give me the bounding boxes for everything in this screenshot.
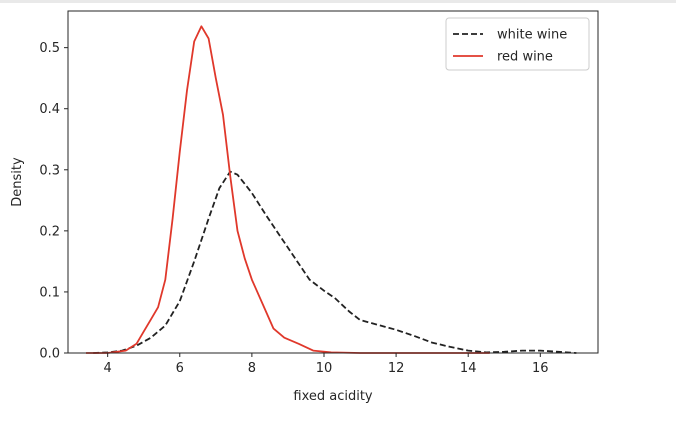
x-tick-label: 16 xyxy=(532,361,549,376)
y-axis: 0.0 0.1 0.2 0.3 0.4 0.5 xyxy=(39,41,68,362)
y-tick-label: 0.1 xyxy=(39,285,60,300)
y-tick-label: 0.4 xyxy=(39,102,60,117)
legend-label: white wine xyxy=(497,28,567,43)
series-line-red-wine xyxy=(86,25,490,354)
legend-box xyxy=(445,17,590,71)
x-tick-label: 10 xyxy=(316,361,333,376)
y-tick-label: 0.5 xyxy=(39,41,60,56)
x-tick-label: 8 xyxy=(248,361,256,376)
x-axis-label: fixed acidity xyxy=(293,389,373,404)
y-tick-label: 0.2 xyxy=(39,224,60,239)
y-tick-label: 0.0 xyxy=(39,347,60,362)
legend-label: red wine xyxy=(497,50,553,65)
legend: white wine red wine xyxy=(445,17,590,71)
y-tick-label: 0.3 xyxy=(39,163,60,178)
x-tick-label: 14 xyxy=(460,361,477,376)
x-tick-label: 6 xyxy=(176,361,184,376)
top-strip xyxy=(0,0,676,3)
plot-area xyxy=(86,25,577,354)
series-line-white-wine xyxy=(93,170,577,354)
x-tick-label: 12 xyxy=(388,361,405,376)
x-tick-label: 4 xyxy=(104,361,112,376)
y-axis-label: Density xyxy=(10,157,25,207)
x-axis: 4 6 8 10 12 14 16 xyxy=(104,353,549,376)
axes-frame xyxy=(67,10,599,354)
